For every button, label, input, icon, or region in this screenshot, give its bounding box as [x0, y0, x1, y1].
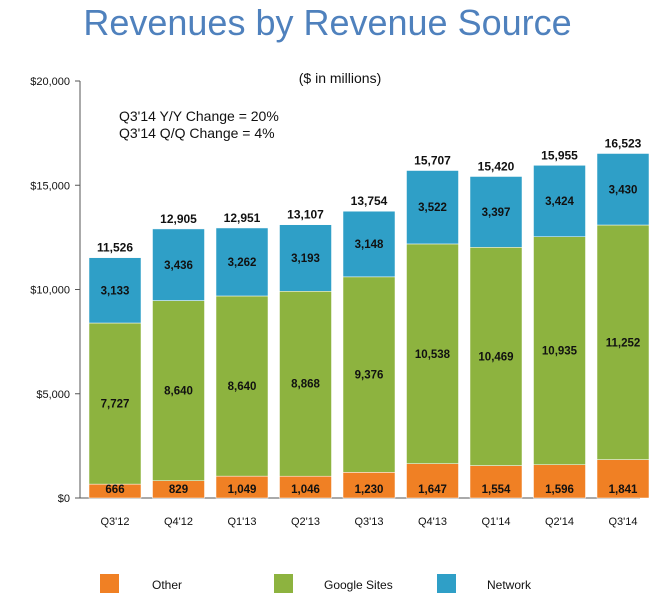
- x-tick-label: Q1'14: [481, 516, 510, 528]
- y-tick-label: $0: [58, 493, 70, 505]
- bar-value-label: 1,049: [228, 484, 257, 496]
- bar-segment-network: [342, 210, 396, 278]
- bar-segment-google-sites: [215, 295, 269, 477]
- bar-segment-google-sites: [88, 322, 142, 485]
- bar-segment-google-sites: [152, 300, 205, 481]
- bar-segment-network: [152, 228, 205, 301]
- bar-segment-other: [596, 459, 650, 499]
- bar-total-label: 11,526: [97, 241, 133, 255]
- bar-segment-other: [533, 464, 586, 499]
- legend-label: Network: [487, 578, 532, 592]
- bar-segment-other: [406, 463, 459, 499]
- bar-value-label: 11,252: [606, 337, 641, 349]
- bar-segment-google-sites: [469, 247, 523, 466]
- legend-label: Other: [152, 578, 182, 592]
- x-tick-label: Q2'14: [545, 516, 574, 528]
- bar-segment-google-sites: [596, 224, 650, 460]
- bar-segment-google-sites: [533, 236, 586, 465]
- bar-value-label: 1,230: [355, 484, 384, 496]
- bar-total-label: 12,951: [224, 211, 261, 225]
- bar-value-label: 3,522: [418, 202, 447, 214]
- bar-segment-network: [469, 176, 523, 248]
- bar-segment-google-sites: [279, 291, 332, 477]
- bar-value-label: 8,640: [164, 386, 193, 398]
- bar-value-label: 3,148: [355, 239, 384, 251]
- bar-value-label: 3,193: [291, 253, 320, 265]
- chart-subtitle: ($ in millions): [299, 70, 381, 86]
- chart-title: Revenues by Revenue Source: [83, 2, 572, 43]
- bar-segment-network: [215, 227, 269, 297]
- x-tick-label: Q4'13: [418, 516, 447, 528]
- bar-value-label: 3,133: [101, 285, 130, 297]
- bar-segment-network: [88, 257, 142, 324]
- bar-value-label: 3,430: [609, 184, 638, 196]
- y-tick-label: $15,000: [30, 180, 70, 192]
- bar-total-label: 12,905: [160, 212, 197, 226]
- bar-value-label: 829: [169, 484, 188, 496]
- bar-value-label: 666: [105, 484, 124, 496]
- bar-value-label: 3,397: [482, 207, 511, 219]
- x-tick-label: Q4'12: [164, 516, 193, 528]
- bar-segment-network: [596, 153, 650, 226]
- y-tick-label: $5,000: [36, 389, 70, 401]
- x-tick-label: Q2'13: [291, 516, 320, 528]
- x-tick-label: Q3'12: [100, 516, 129, 528]
- bar-segment-network: [406, 170, 459, 245]
- bar-segment-other: [469, 465, 523, 499]
- bar-total-label: 15,420: [478, 159, 515, 173]
- legend-swatch-network: [437, 574, 456, 593]
- legend-swatch-other: [100, 574, 119, 593]
- bar-value-label: 1,046: [291, 484, 320, 496]
- bar-total-label: 15,707: [414, 154, 451, 168]
- bar-value-label: 8,640: [228, 381, 257, 393]
- bar-value-label: 3,262: [228, 257, 257, 269]
- bar-value-label: 1,596: [545, 484, 574, 496]
- bar-value-label: 9,376: [355, 370, 384, 382]
- annotation-yy: Q3'14 Y/Y Change = 20%: [119, 108, 279, 124]
- x-tick-label: Q1'13: [227, 516, 256, 528]
- bar-value-label: 3,424: [545, 196, 574, 208]
- bar-value-label: 7,727: [101, 399, 130, 411]
- bar-segment-network: [533, 165, 586, 237]
- bar-value-label: 1,554: [482, 484, 511, 496]
- x-tick-label: Q3'14: [608, 516, 637, 528]
- legend-label: Google Sites: [324, 578, 393, 592]
- bar-segment-google-sites: [342, 276, 396, 473]
- bar-total-label: 16,523: [605, 136, 642, 150]
- y-tick-label: $20,000: [30, 76, 70, 88]
- annotation-qq: Q3'14 Q/Q Change = 4%: [119, 125, 275, 141]
- bar-segment-other: [342, 472, 396, 499]
- y-tick-label: $10,000: [30, 285, 70, 297]
- legend-swatch-google-sites: [274, 574, 293, 593]
- bar-segment-network: [279, 224, 332, 292]
- bar-value-label: 3,436: [164, 260, 193, 272]
- bar-value-label: 1,647: [418, 484, 447, 496]
- bar-value-label: 10,538: [415, 349, 451, 361]
- bar-value-label: 8,868: [291, 379, 320, 391]
- bar-total-label: 15,955: [541, 148, 578, 162]
- bar-value-label: 10,935: [542, 346, 578, 358]
- bar-total-label: 13,754: [351, 194, 388, 208]
- bar-value-label: 1,841: [609, 484, 638, 496]
- bar-segment-google-sites: [406, 243, 459, 464]
- bar-value-label: 10,469: [478, 351, 513, 363]
- bar-total-label: 13,107: [287, 208, 324, 222]
- x-tick-label: Q3'13: [354, 516, 383, 528]
